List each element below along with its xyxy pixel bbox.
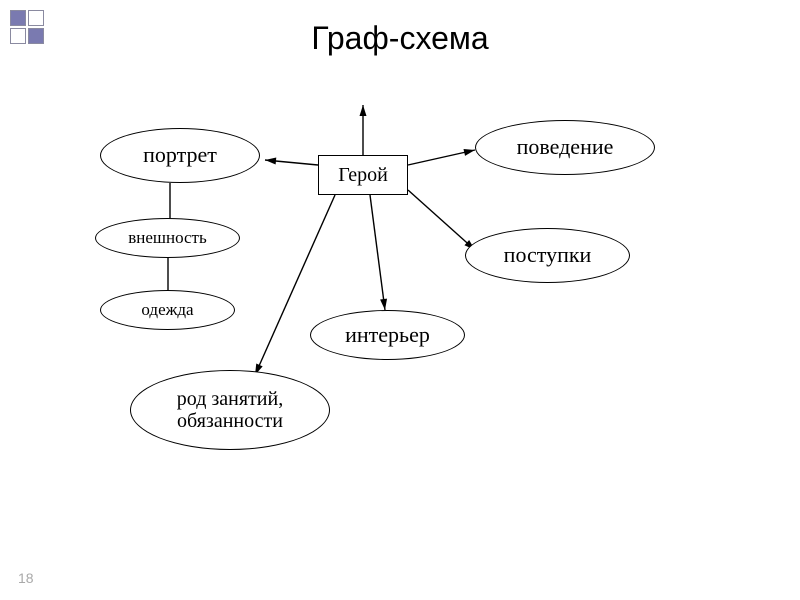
node-behavior: поведение [475, 120, 655, 175]
node-clothes-label: одежда [141, 301, 193, 320]
node-occupation-label: род занятий, обязанности [137, 388, 323, 432]
node-appearance-label: внешность [128, 229, 207, 248]
node-occupation: род занятий, обязанности [130, 370, 330, 450]
node-portrait-label: портрет [143, 143, 217, 167]
page-title: Граф-схема [0, 20, 800, 57]
node-behavior-label: поведение [517, 135, 614, 159]
node-actions-label: поступки [504, 243, 592, 267]
diagram-canvas: Граф-схема Герой портрет поведение внешн… [0, 0, 800, 600]
node-interior: интерьер [310, 310, 465, 360]
node-interior-label: интерьер [345, 323, 430, 347]
page-number: 18 [18, 570, 34, 586]
node-clothes: одежда [100, 290, 235, 330]
node-appearance: внешность [95, 218, 240, 258]
node-actions: поступки [465, 228, 630, 283]
node-portrait: портрет [100, 128, 260, 183]
node-hero-label: Герой [338, 164, 388, 186]
node-hero: Герой [318, 155, 408, 195]
